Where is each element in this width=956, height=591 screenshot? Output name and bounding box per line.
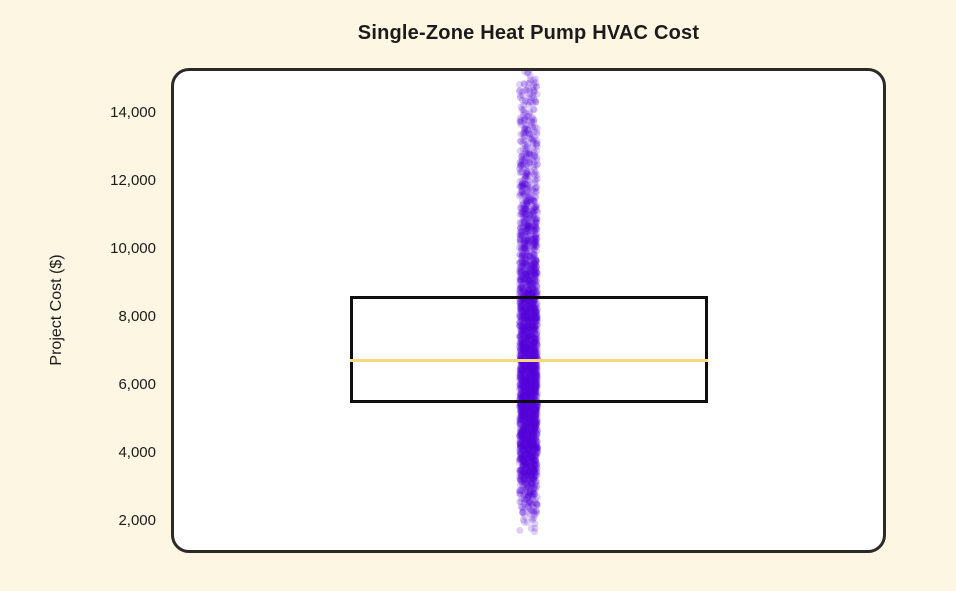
y-tick-label: 4,000: [118, 443, 156, 461]
y-tick-label: 2,000: [118, 511, 156, 529]
y-axis-label: Project Cost ($): [48, 254, 65, 366]
y-tick-label: 8,000: [118, 307, 156, 325]
y-tick-label: 6,000: [118, 375, 156, 393]
y-tick-label: 10,000: [110, 239, 156, 257]
box-plot-box: [349, 296, 708, 404]
median-line: [349, 359, 708, 363]
plot-area: [171, 68, 886, 553]
y-tick-label: 12,000: [110, 171, 156, 189]
y-tick-label: 14,000: [110, 103, 156, 121]
chart-title: Single-Zone Heat Pump HVAC Cost: [357, 22, 700, 44]
